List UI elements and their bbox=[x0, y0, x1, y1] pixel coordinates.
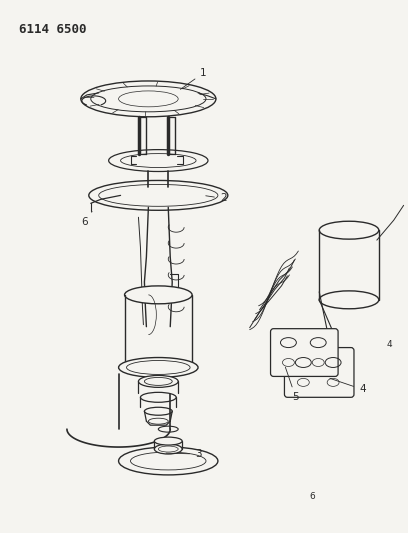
Ellipse shape bbox=[124, 286, 192, 304]
Ellipse shape bbox=[81, 81, 216, 117]
Ellipse shape bbox=[140, 392, 176, 402]
Text: 4: 4 bbox=[330, 378, 366, 394]
Ellipse shape bbox=[154, 444, 182, 454]
Text: 1: 1 bbox=[180, 68, 207, 90]
Text: 6: 6 bbox=[309, 492, 315, 502]
Ellipse shape bbox=[319, 291, 379, 309]
Ellipse shape bbox=[138, 375, 178, 387]
Ellipse shape bbox=[109, 150, 208, 172]
Ellipse shape bbox=[144, 407, 172, 415]
Text: 6: 6 bbox=[81, 212, 92, 227]
FancyBboxPatch shape bbox=[284, 348, 354, 397]
Ellipse shape bbox=[319, 221, 379, 239]
Ellipse shape bbox=[89, 181, 228, 211]
Ellipse shape bbox=[119, 358, 198, 377]
Ellipse shape bbox=[154, 437, 182, 445]
Text: 4: 4 bbox=[387, 340, 392, 349]
Text: 2: 2 bbox=[206, 193, 226, 204]
FancyBboxPatch shape bbox=[271, 329, 338, 376]
Text: 3: 3 bbox=[166, 449, 202, 459]
Text: 5: 5 bbox=[285, 367, 299, 402]
Text: 6114 6500: 6114 6500 bbox=[19, 23, 87, 36]
Ellipse shape bbox=[119, 447, 218, 475]
